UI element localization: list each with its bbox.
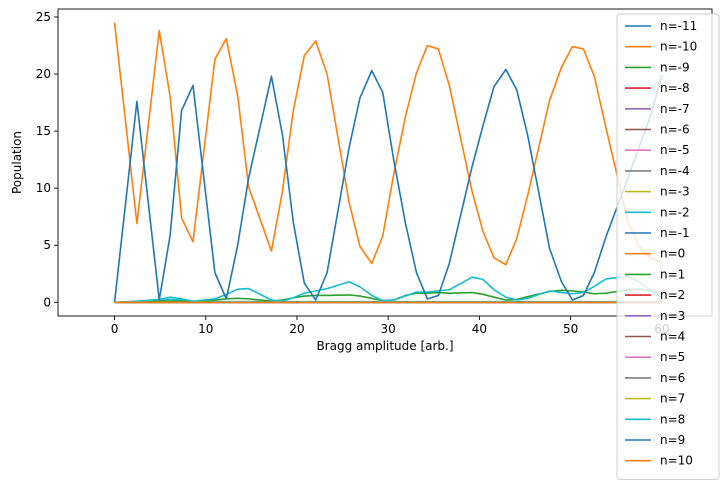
legend-entry-label: n=-1: [660, 226, 690, 240]
x-tick-label: 0: [111, 322, 119, 336]
y-axis-label: Population: [10, 131, 24, 194]
legend-entry-label: n=9: [660, 433, 685, 447]
legend-entry-label: n=-4: [660, 164, 690, 178]
x-tick-label: 40: [472, 322, 487, 336]
series-line-12: [113, 22, 663, 266]
y-tick-label: 5: [43, 238, 51, 252]
legend-entry-label: n=6: [660, 371, 685, 385]
x-tick-label: 10: [198, 322, 213, 336]
legend-entry-label: n=3: [660, 309, 685, 323]
legend-entry-label: n=7: [660, 392, 685, 406]
y-axis: 0 5 10 15 20 25: [36, 10, 58, 309]
x-tick-label: 30: [381, 322, 396, 336]
series-layer: [113, 22, 663, 304]
legend-entry-label: n=10: [660, 454, 693, 468]
legend-entry-label: n=4: [660, 330, 685, 344]
x-tick-label: 20: [289, 322, 304, 336]
x-tick-label: 50: [563, 322, 578, 336]
legend-entry-label: n=-5: [660, 143, 690, 157]
y-tick-label: 20: [36, 67, 51, 81]
legend-entry-label: n=-9: [660, 60, 690, 74]
series-line-21: [113, 68, 663, 303]
legend-entry-label: n=-11: [660, 19, 697, 33]
y-tick-label: 25: [36, 10, 51, 24]
legend-entry-label: n=0: [660, 247, 685, 261]
legend-entry-label: n=1: [660, 267, 685, 281]
y-tick-label: 0: [43, 295, 51, 309]
legend-entry-label: n=-7: [660, 102, 690, 116]
y-tick-label: 10: [36, 181, 51, 195]
legend-entry-label: n=-3: [660, 185, 690, 199]
legend: n=-11 n=-10 n=-9 n=-8 n=-7 n=-6 n=-5 n=-4 n=-3 n=…: [616, 13, 720, 480]
legend-entry-label: n=2: [660, 288, 685, 302]
legend-entry-label: n=5: [660, 350, 685, 364]
x-axis-label: Bragg amplitude [arb.]: [316, 339, 453, 353]
legend-entry-label: n=-6: [660, 123, 690, 137]
y-tick-label: 15: [36, 124, 51, 138]
legend-entry-label: n=-8: [660, 81, 690, 95]
legend-entry-label: n=-10: [660, 40, 697, 54]
legend-box: [616, 13, 720, 480]
legend-entry-label: n=-2: [660, 205, 690, 219]
legend-entry-label: n=8: [660, 412, 685, 426]
